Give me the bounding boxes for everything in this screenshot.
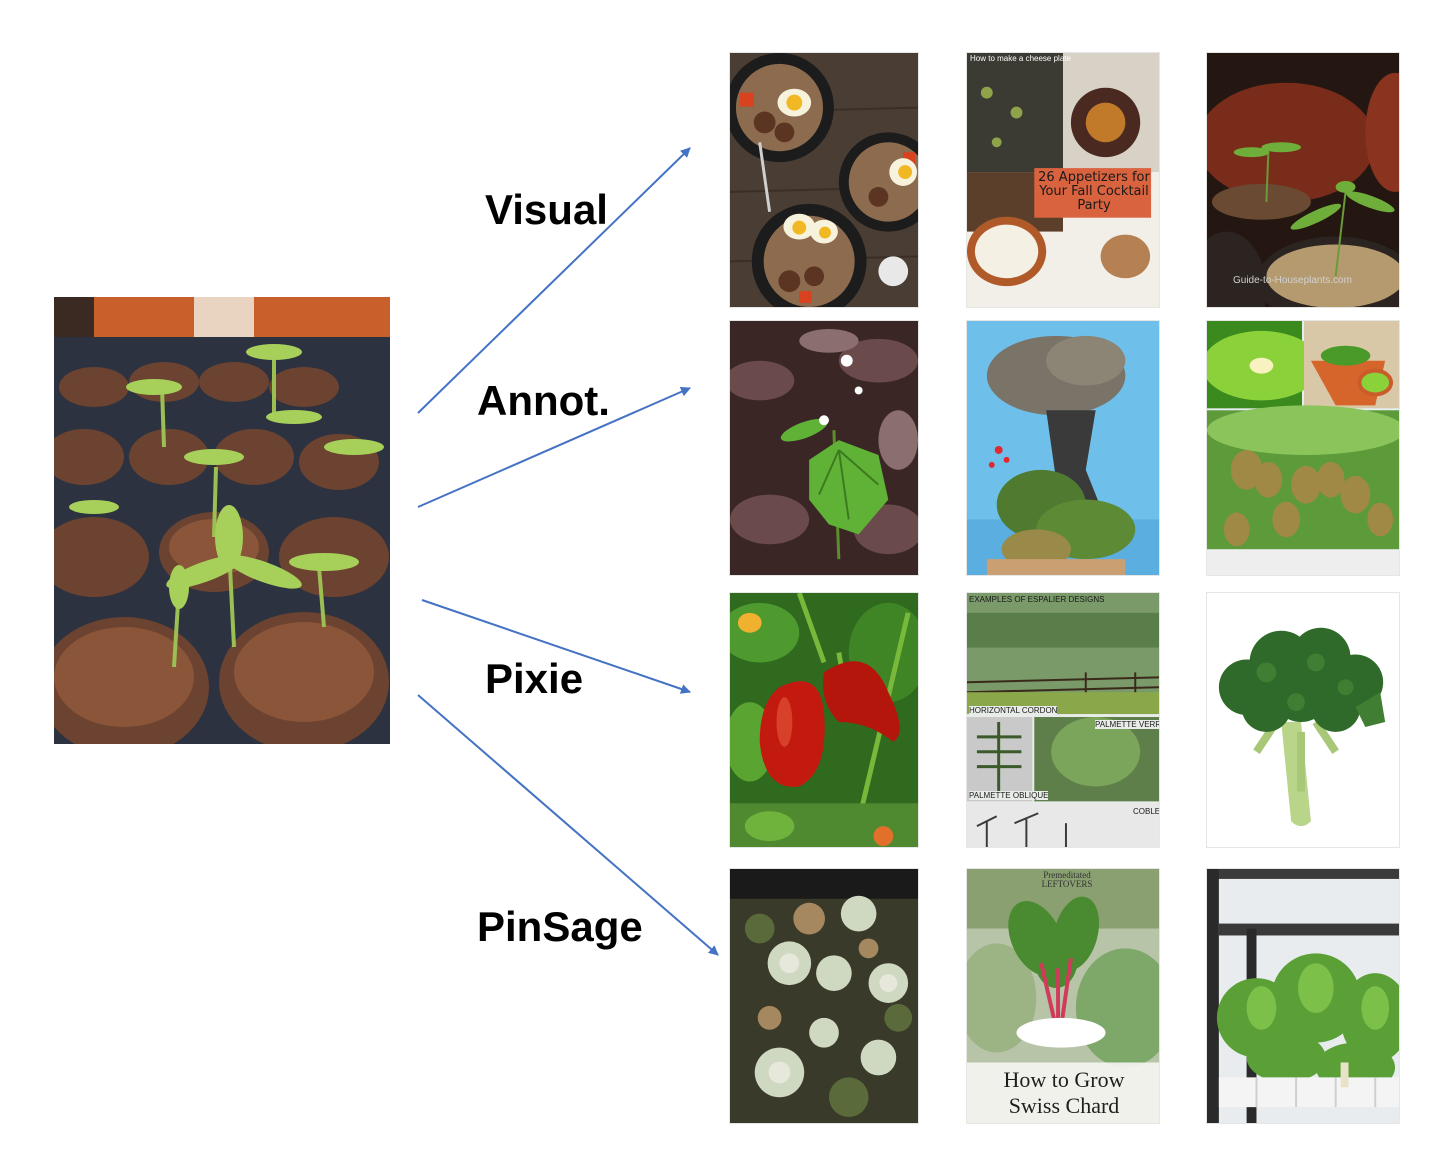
result-pixie-2-espalier: EXAMPLES OF ESPALIER DESIGNS HORIZONTAL … [966,592,1160,848]
result-visual-2-appetizers: How to make a cheese plate 26 Appetizers… [966,52,1160,308]
result-pinsage-3-grow-shelf [1206,868,1400,1124]
arrow-annot [417,387,691,508]
arrow-pinsage [417,694,719,956]
result-pixie-3-broccoli [1206,592,1400,848]
result-pinsage-2-swiss-chard: Premeditated LEFTOVERS How to Grow Swiss… [966,868,1160,1124]
result-annot-1-leaf [729,320,919,576]
query-image-seedlings [54,297,390,744]
espalier-title: EXAMPLES OF ESPALIER DESIGNS [969,595,1105,604]
result-annot-3-kiwi [1206,320,1400,576]
chard-title-line2: Swiss Chard [1008,1093,1120,1118]
label-visual: Visual [485,186,608,233]
result-visual-3-sensitive-plant: Guide-to-Houseplants.com [1206,52,1400,308]
label-pinsage: PinSage [477,903,643,950]
label-pixie: Pixie [485,655,584,702]
chard-title-line1: How to Grow [1003,1067,1125,1092]
appetizers-headline: 26 Appetizers for Your Fall Cocktail Par… [1038,170,1150,213]
espalier-caption-3: PALMETTE OBLIQUE [969,791,1049,800]
result-visual-1-bowls [729,52,919,308]
result-pixie-1-peppers [729,592,919,848]
result-annot-2-bonsai [966,320,1160,576]
espalier-caption-1: HORIZONTAL CORDON [969,706,1058,715]
label-annot: Annot. [477,377,610,424]
appetizers-top-text: How to make a cheese plate [970,54,1071,63]
chard-brand: Premeditated LEFTOVERS [1041,870,1093,889]
espalier-caption-4: COBLET [1133,807,1160,816]
arrow-visual [417,147,691,414]
arrow-pixie [421,599,691,694]
result-pinsage-1-cacti [729,868,919,1124]
houseplant-watermark: Guide-to-Houseplants.com [1233,275,1352,286]
espalier-caption-2: PALMETTE VERRIER [1095,720,1159,729]
